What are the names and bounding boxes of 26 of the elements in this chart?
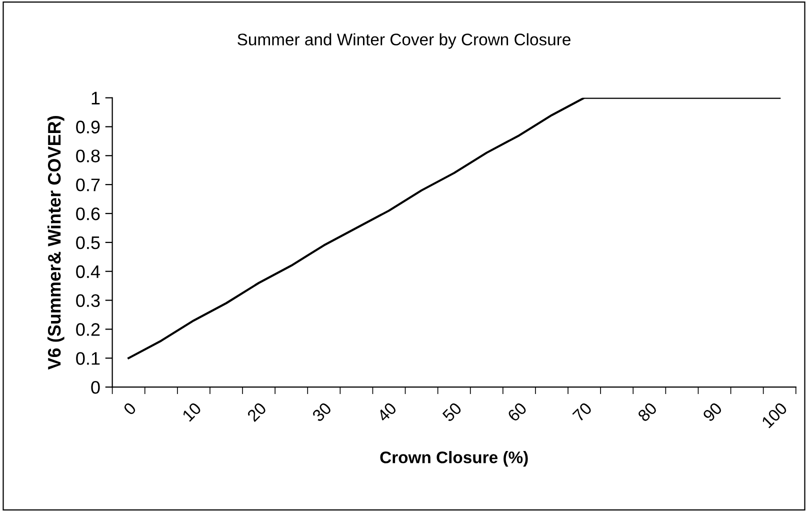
y-tick-label: 0.5 [76,236,100,250]
y-tick-label: 0.6 [76,207,100,220]
x-tick-label: 20 [246,402,267,422]
x-tick-label: 50 [442,402,462,422]
x-tick-label: 30 [312,402,332,422]
y-axis-title: V6 (Summer& Winter COVER) [47,116,64,370]
x-axis-title: Crown Closure (%) [380,451,528,467]
y-tick-label: 0.4 [76,265,100,278]
x-tick-label: 100 [761,402,788,428]
y-tick-label: 0.1 [76,352,100,365]
line-series [128,98,781,360]
x-tick-label: 0 [122,402,137,416]
y-tick-label: 0.3 [76,294,100,308]
y-tick-label: 0 [91,381,100,394]
y-tick-label: 0.9 [76,120,100,134]
x-tick-label: 10 [182,402,202,422]
x-tick-label: 60 [507,402,528,422]
y-tick-label: 0.8 [76,150,100,162]
x-tick-label: 80 [637,402,658,422]
y-tick-label: 0.2 [76,323,100,336]
y-tick-label: 0.7 [76,178,100,192]
x-tick-label: 70 [572,402,592,422]
y-tick-label: 1 [92,92,100,104]
chart-title: Summer and Winter Cover by Crown Closure [238,33,570,49]
x-tick-label: 40 [376,402,398,422]
x-tick-label: 90 [702,402,723,422]
